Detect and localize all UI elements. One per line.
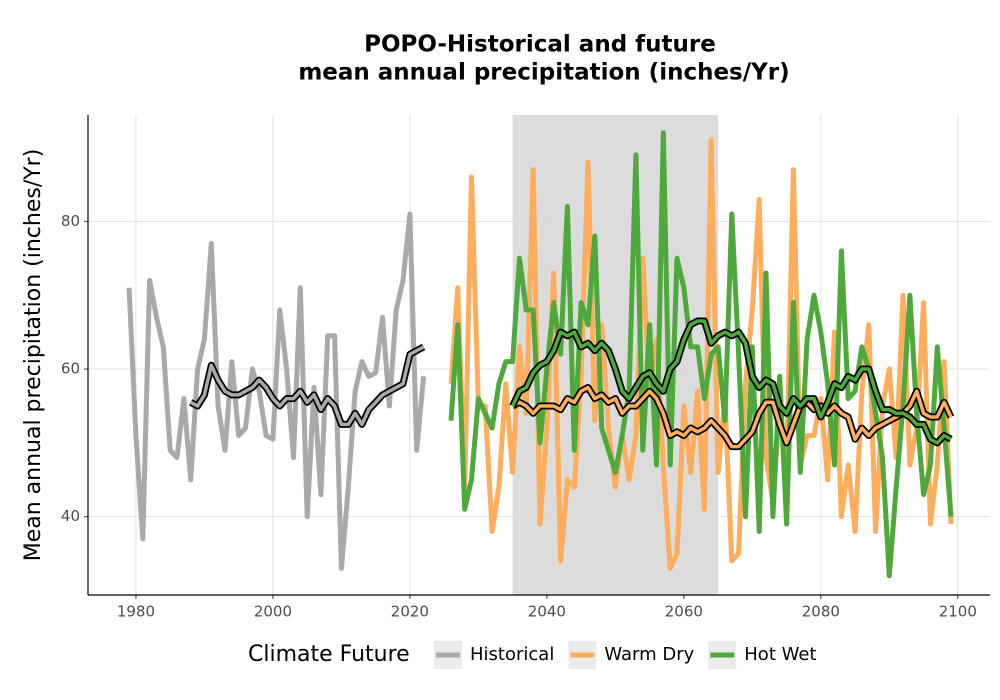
series-line (126, 211, 427, 571)
y-axis-title: Mean annual precipitation (inches/Yr) (21, 149, 46, 562)
smooth-line (511, 385, 953, 449)
y-tick-label: 40 (61, 507, 80, 525)
shaded-period (512, 115, 719, 595)
x-tick-label: 2100 (939, 603, 977, 621)
legend-title: Climate Future (248, 642, 410, 667)
legend-label: Warm Dry (604, 644, 694, 665)
series-line (448, 137, 954, 571)
legend-label: Historical (470, 644, 554, 665)
series-line (448, 130, 954, 579)
smooth-line (511, 319, 952, 445)
x-tick-label: 2060 (665, 603, 703, 621)
y-tick-label: 80 (61, 212, 80, 230)
y-tick-label: 60 (61, 360, 80, 378)
smooth-line (189, 345, 425, 427)
chart-title: mean annual precipitation (inches/Yr) (298, 60, 789, 86)
x-tick-label: 2040 (528, 603, 566, 621)
x-tick-label: 2080 (802, 603, 840, 621)
chart-title: POPO-Historical and future (364, 32, 716, 58)
x-tick-label: 1980 (117, 603, 155, 621)
x-tick-label: 2020 (391, 603, 429, 621)
x-tick-label: 2000 (254, 603, 292, 621)
legend-label: Hot Wet (744, 644, 816, 665)
